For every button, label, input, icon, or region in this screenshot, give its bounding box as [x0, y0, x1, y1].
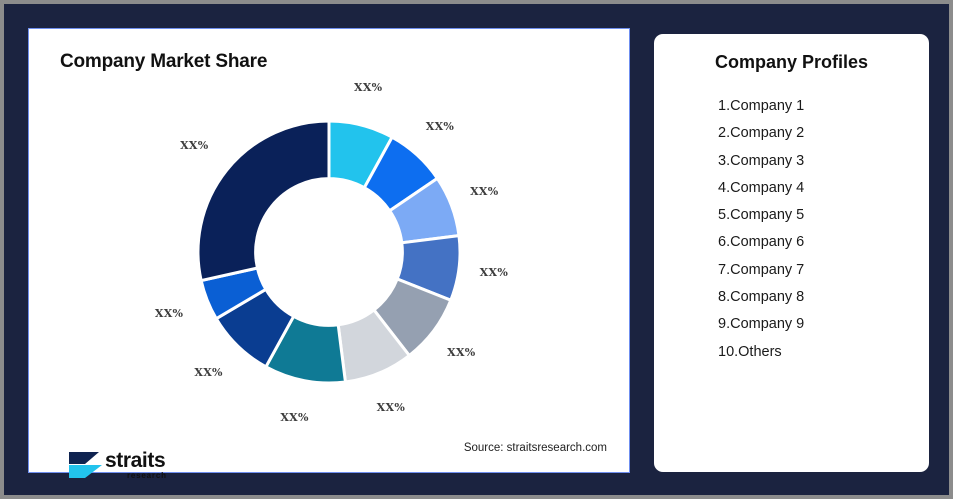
list-item: 6.Company 6	[718, 234, 805, 251]
company-profiles-card: Company Profiles 1.Company 1 2.Company 2 3…	[654, 34, 929, 472]
source-note: Source: straitsresearch.com	[463, 442, 607, 454]
chart-card: Company Market Share XX% XX% XX% XX% XX% XX% X…	[28, 28, 630, 480]
slice-percent-label: XX%	[280, 411, 309, 424]
arrow-chevron-icon	[69, 452, 102, 478]
list-item: 7.Company 7	[718, 261, 805, 278]
list-item: 10.Others	[718, 343, 782, 360]
donut-chart: XX% XX% XX% XX% XX% XX% XX% XX% XX% XX%	[29, 77, 629, 427]
list-item: 2.Company 2	[718, 125, 805, 142]
donut-chart-svg	[196, 119, 462, 385]
straits-research-logo: straits research	[69, 447, 199, 489]
company-profiles-title: Company Profiles	[714, 52, 869, 72]
logo-subtitle: research	[127, 471, 167, 480]
list-item: 9.Company 9	[718, 316, 805, 333]
slice-percent-label: XX%	[376, 401, 406, 415]
page-title: Company Market Share	[60, 51, 268, 72]
list-item: 3.Company 3	[718, 152, 805, 169]
list-item: 1.Company 1	[718, 98, 805, 114]
slice-percent-label: XX%	[354, 81, 383, 95]
donut-slice[interactable]	[196, 119, 331, 283]
list-item: 4.Company 4	[718, 179, 805, 196]
list-item: 8.Company 8	[718, 289, 805, 306]
slice-percent-label: XX%	[447, 346, 476, 360]
list-item: 5.Company 5	[718, 207, 805, 224]
slice-percent-label: XX%	[180, 139, 209, 153]
slice-percent-label: XX%	[154, 307, 184, 321]
donut-slices	[196, 119, 462, 385]
logo-wordmark: straits	[105, 449, 166, 472]
company-profiles-list: 1.Company 1 2.Company 2 3.Company 3 4.Compa…	[654, 93, 929, 366]
slice-percent-label: XX%	[425, 120, 455, 133]
slice-percent-label: XX%	[470, 185, 499, 199]
slice-percent-label: XX%	[479, 266, 509, 280]
slice-percent-label: XX%	[194, 366, 223, 380]
